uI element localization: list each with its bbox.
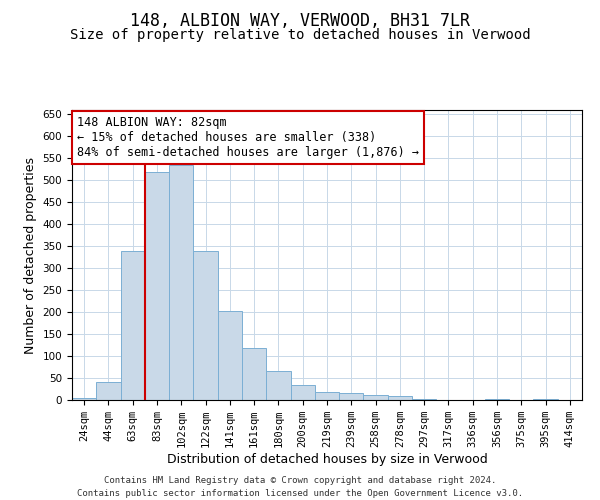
Bar (290, 384, 315, 400)
Bar (72, 398, 96, 400)
Bar (315, 392, 339, 400)
Bar (145, 172, 169, 400)
Text: 148 ALBION WAY: 82sqm
← 15% of detached houses are smaller (338)
84% of semi-det: 148 ALBION WAY: 82sqm ← 15% of detached … (77, 116, 419, 159)
Bar (266, 370, 290, 400)
Bar (533, 399, 558, 400)
Bar (242, 348, 266, 400)
Bar (218, 311, 242, 400)
Bar (169, 165, 193, 400)
Bar (364, 395, 388, 400)
Bar (388, 396, 412, 400)
Bar (96, 382, 121, 400)
Bar (121, 250, 145, 400)
Bar (339, 392, 364, 400)
Text: Size of property relative to detached houses in Verwood: Size of property relative to detached ho… (70, 28, 530, 42)
Bar (193, 250, 218, 400)
Bar (485, 398, 509, 400)
Text: 148, ALBION WAY, VERWOOD, BH31 7LR: 148, ALBION WAY, VERWOOD, BH31 7LR (130, 12, 470, 30)
X-axis label: Distribution of detached houses by size in Verwood: Distribution of detached houses by size … (167, 453, 487, 466)
Y-axis label: Number of detached properties: Number of detached properties (24, 156, 37, 354)
Bar (412, 399, 436, 400)
Text: Contains HM Land Registry data © Crown copyright and database right 2024.
Contai: Contains HM Land Registry data © Crown c… (77, 476, 523, 498)
